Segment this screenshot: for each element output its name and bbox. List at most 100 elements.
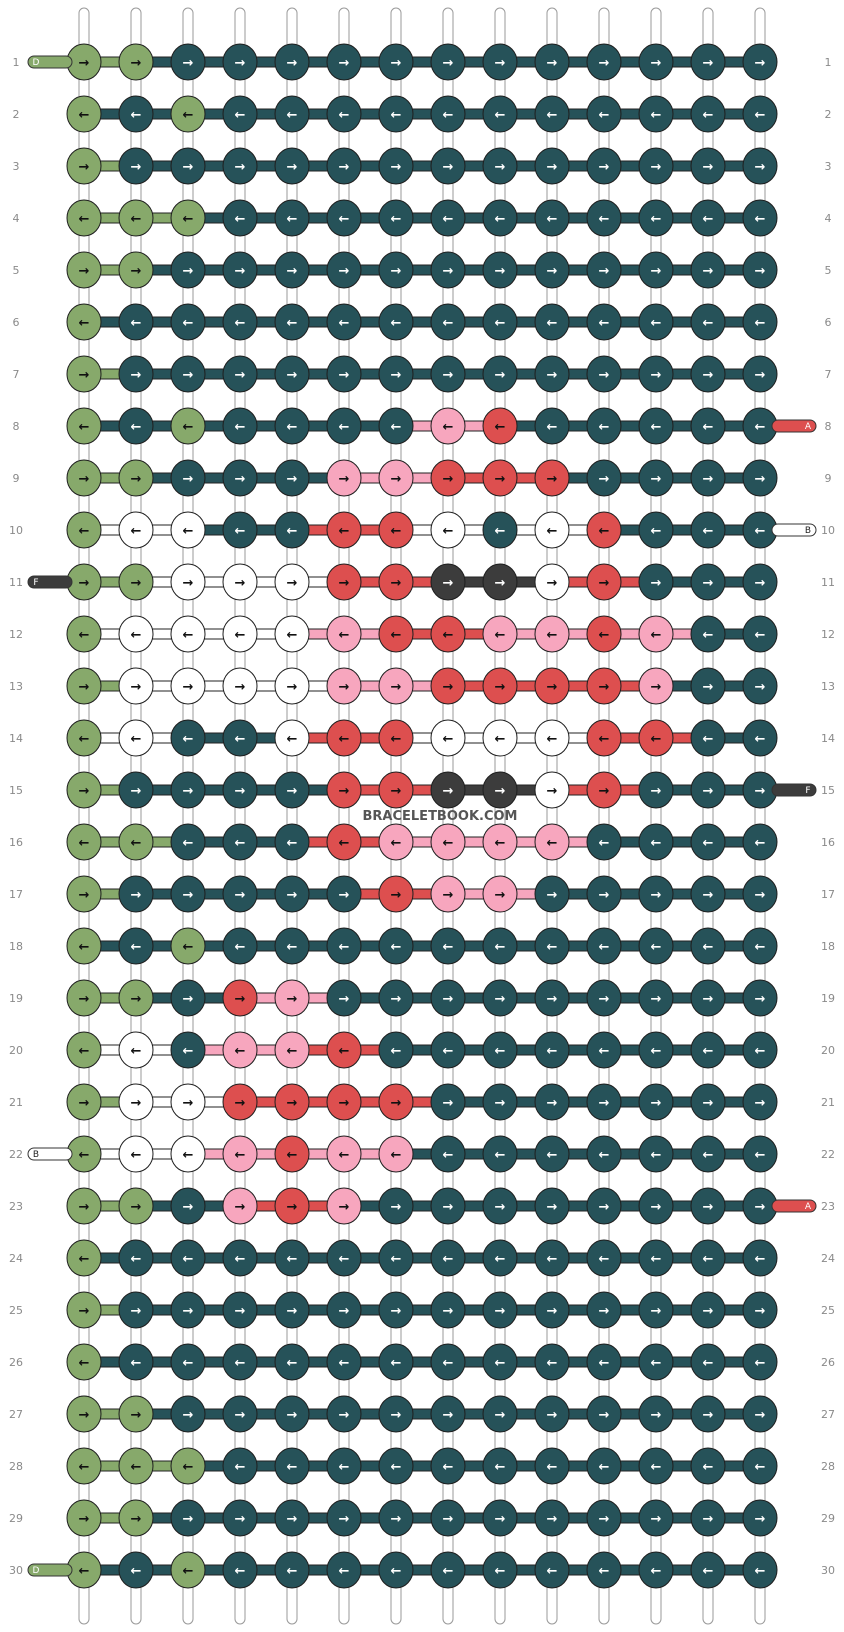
row-number-left: 16	[9, 836, 23, 849]
knot	[118, 1187, 154, 1225]
knot	[534, 1083, 570, 1121]
knot-arrow: →	[547, 264, 558, 279]
string-column	[754, 7, 766, 1625]
knot	[690, 1447, 726, 1485]
string-end	[27, 1147, 73, 1161]
knot	[118, 927, 154, 965]
knot-arrow: ←	[443, 1148, 454, 1163]
knot	[534, 927, 570, 965]
knot	[66, 199, 102, 237]
knot	[430, 771, 466, 809]
knot-arrow: ←	[599, 836, 610, 851]
knot	[482, 1187, 518, 1225]
knot-arrow: ←	[443, 732, 454, 747]
knot-arrow: →	[339, 888, 350, 903]
knot	[690, 459, 726, 497]
knot-arrow: →	[287, 472, 298, 487]
knot	[742, 563, 778, 601]
knot-arrow: →	[443, 1096, 454, 1111]
knot-arrow: →	[79, 1512, 90, 1527]
knot-arrow: ←	[391, 1356, 402, 1371]
knot	[482, 199, 518, 237]
knot	[586, 979, 622, 1017]
knot	[586, 1499, 622, 1537]
knot-arrow: →	[287, 784, 298, 799]
row-number-left: 20	[9, 1044, 23, 1057]
knot	[118, 563, 154, 601]
knot	[222, 1187, 258, 1225]
knot	[378, 719, 414, 757]
knot-arrow: →	[235, 160, 246, 175]
knot	[222, 771, 258, 809]
knot-arrow: ←	[131, 836, 142, 851]
knot	[482, 355, 518, 393]
knot-arrow: →	[443, 992, 454, 1007]
knot-arrow: ←	[651, 1460, 662, 1475]
knot	[118, 355, 154, 393]
row-number-right: 30	[821, 1564, 835, 1577]
knot	[430, 95, 466, 133]
knot-arrow: ←	[79, 628, 90, 643]
knot-arrow: →	[599, 992, 610, 1007]
knot-arrow: ←	[79, 1460, 90, 1475]
knot	[690, 1187, 726, 1225]
knot	[482, 303, 518, 341]
knot	[222, 875, 258, 913]
knot-arrow: ←	[547, 1148, 558, 1163]
knot-arrow: ←	[339, 420, 350, 435]
knot-arrow: →	[131, 992, 142, 1007]
row-number-right: 18	[821, 940, 835, 953]
knot	[66, 1187, 102, 1225]
row-number-left: 1	[13, 56, 20, 69]
knot-arrow: →	[79, 576, 90, 591]
knot	[378, 147, 414, 185]
knot	[482, 1343, 518, 1381]
knot-arrow: ←	[495, 628, 506, 643]
knot	[326, 667, 362, 705]
knot-arrow: ←	[339, 628, 350, 643]
knot-arrow: ←	[391, 524, 402, 539]
knot-arrow: →	[131, 576, 142, 591]
knot-arrow: →	[703, 888, 714, 903]
knot	[326, 1187, 362, 1225]
knot-arrow: ←	[339, 212, 350, 227]
knot-arrow: →	[79, 1096, 90, 1111]
row-number-right: 13	[821, 680, 835, 693]
knot-arrow: →	[183, 472, 194, 487]
knot-arrow: →	[79, 160, 90, 175]
row-number-left: 29	[9, 1512, 23, 1525]
knot-arrow: ←	[651, 1044, 662, 1059]
knot-arrow: ←	[183, 524, 194, 539]
knot-arrow: →	[287, 888, 298, 903]
knot-arrow: ←	[599, 420, 610, 435]
knot-arrow: →	[287, 576, 298, 591]
knot	[586, 1083, 622, 1121]
row-number-left: 7	[13, 368, 20, 381]
row-number-right: 16	[821, 836, 835, 849]
knot-arrow: →	[703, 1408, 714, 1423]
knot-arrow: ←	[391, 316, 402, 331]
string-end-letter: A	[805, 1202, 812, 1212]
knot	[170, 147, 206, 185]
knot-arrow: →	[495, 368, 506, 383]
knot-arrow: →	[755, 784, 766, 799]
row-number-left: 3	[13, 160, 20, 173]
knot-arrow: →	[599, 1096, 610, 1111]
knot-arrow: →	[495, 1304, 506, 1319]
knot-arrow: ←	[547, 836, 558, 851]
knot-arrow: →	[235, 1408, 246, 1423]
knot	[378, 95, 414, 133]
knot	[274, 875, 310, 913]
knot	[222, 1395, 258, 1433]
knot	[170, 199, 206, 237]
knot	[638, 927, 674, 965]
knot-arrow: →	[391, 1408, 402, 1423]
knot	[326, 459, 362, 497]
knot	[430, 1499, 466, 1537]
knot-arrow: ←	[495, 212, 506, 227]
knot	[274, 563, 310, 601]
knot-arrow: ←	[651, 524, 662, 539]
knot	[170, 1083, 206, 1121]
knot-arrow: ←	[183, 940, 194, 955]
